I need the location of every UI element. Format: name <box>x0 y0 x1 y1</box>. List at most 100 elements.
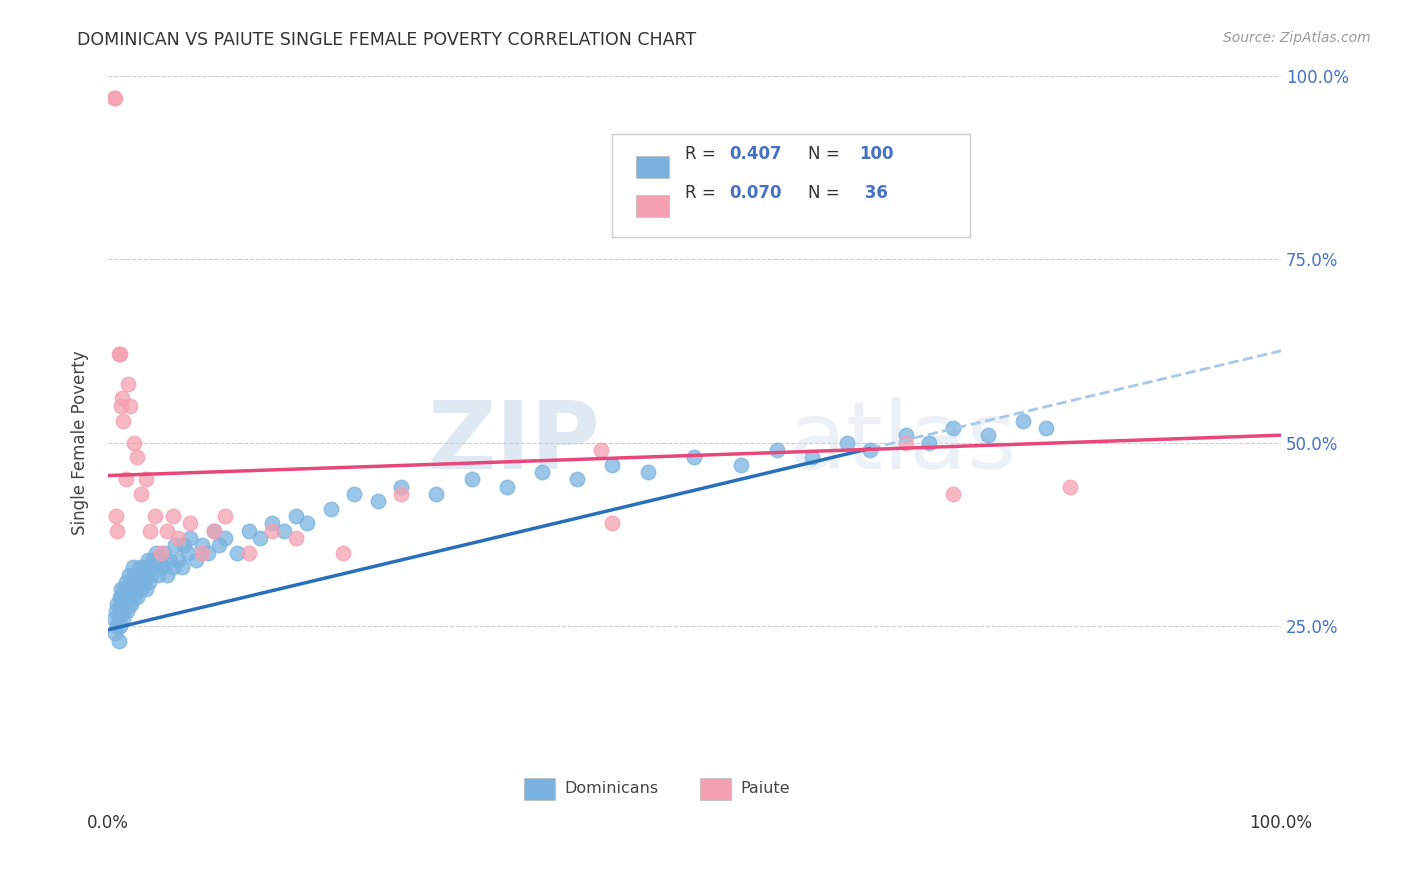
Text: ZIP: ZIP <box>427 397 600 489</box>
Point <box>129 582 152 597</box>
Point <box>602 516 624 531</box>
Text: atlas: atlas <box>789 397 1017 489</box>
Text: 0.407: 0.407 <box>730 145 782 163</box>
Point <box>128 560 150 574</box>
Point <box>115 604 138 618</box>
Point <box>142 553 165 567</box>
Text: Paiute: Paiute <box>740 780 790 796</box>
Point <box>108 590 131 604</box>
Point <box>1059 479 1081 493</box>
Point <box>730 458 752 472</box>
Point <box>117 376 139 391</box>
Point <box>238 546 260 560</box>
Point <box>110 597 132 611</box>
Point <box>941 487 963 501</box>
Point <box>637 465 659 479</box>
Point <box>135 567 157 582</box>
Point <box>149 546 172 560</box>
Point <box>112 612 135 626</box>
FancyBboxPatch shape <box>636 156 669 178</box>
Point <box>389 487 412 501</box>
Point <box>104 626 127 640</box>
Point <box>530 465 553 479</box>
Point <box>273 524 295 538</box>
Point <box>284 508 307 523</box>
Point <box>141 567 163 582</box>
Point <box>112 582 135 597</box>
Point <box>162 508 184 523</box>
Point <box>124 574 146 589</box>
Point <box>184 553 207 567</box>
Point <box>112 604 135 618</box>
Point <box>125 582 148 597</box>
Point <box>104 90 127 104</box>
Text: 100: 100 <box>859 145 893 163</box>
Y-axis label: Single Female Poverty: Single Female Poverty <box>72 351 89 535</box>
Point <box>120 582 142 597</box>
Point <box>191 538 214 552</box>
Point <box>127 567 149 582</box>
Point <box>108 619 131 633</box>
Point <box>589 442 612 457</box>
Point <box>389 479 412 493</box>
Point <box>319 501 342 516</box>
Point <box>115 590 138 604</box>
Point <box>163 538 186 552</box>
Point <box>134 560 156 574</box>
Point <box>110 399 132 413</box>
Point <box>602 458 624 472</box>
Point <box>226 546 249 560</box>
Text: DOMINICAN VS PAIUTE SINGLE FEMALE POVERTY CORRELATION CHART: DOMINICAN VS PAIUTE SINGLE FEMALE POVERT… <box>77 31 696 49</box>
Point <box>202 524 225 538</box>
Point <box>460 472 482 486</box>
Point <box>170 560 193 574</box>
Point <box>127 450 149 465</box>
Point <box>103 612 125 626</box>
Point <box>112 597 135 611</box>
Point <box>135 472 157 486</box>
FancyBboxPatch shape <box>700 778 731 800</box>
Point <box>107 633 129 648</box>
Point <box>262 524 284 538</box>
Point <box>105 597 128 611</box>
Point <box>894 435 917 450</box>
Point <box>214 508 236 523</box>
Point <box>112 413 135 427</box>
Point <box>145 546 167 560</box>
Point <box>1012 413 1035 427</box>
Point <box>139 524 162 538</box>
Point <box>118 567 141 582</box>
Point <box>118 597 141 611</box>
Point <box>122 590 145 604</box>
Point <box>114 597 136 611</box>
Point <box>167 553 190 567</box>
FancyBboxPatch shape <box>636 195 669 217</box>
Point <box>208 538 231 552</box>
Point <box>108 347 131 361</box>
Point <box>800 450 823 465</box>
Point <box>835 435 858 450</box>
Point <box>162 560 184 574</box>
Point <box>177 546 200 560</box>
Point <box>114 574 136 589</box>
Point <box>105 524 128 538</box>
Point <box>143 560 166 574</box>
Point <box>157 553 180 567</box>
Text: R =: R = <box>685 145 721 163</box>
FancyBboxPatch shape <box>613 134 970 237</box>
Point <box>120 590 142 604</box>
Point <box>107 347 129 361</box>
Point <box>495 479 517 493</box>
Point <box>105 619 128 633</box>
Point <box>105 508 128 523</box>
Point <box>117 582 139 597</box>
Point <box>683 450 706 465</box>
Point <box>111 590 134 604</box>
Point <box>918 435 941 450</box>
Point <box>114 472 136 486</box>
FancyBboxPatch shape <box>524 778 555 800</box>
Point <box>343 487 366 501</box>
Text: N =: N = <box>808 145 845 163</box>
Point <box>103 90 125 104</box>
Point <box>284 531 307 545</box>
